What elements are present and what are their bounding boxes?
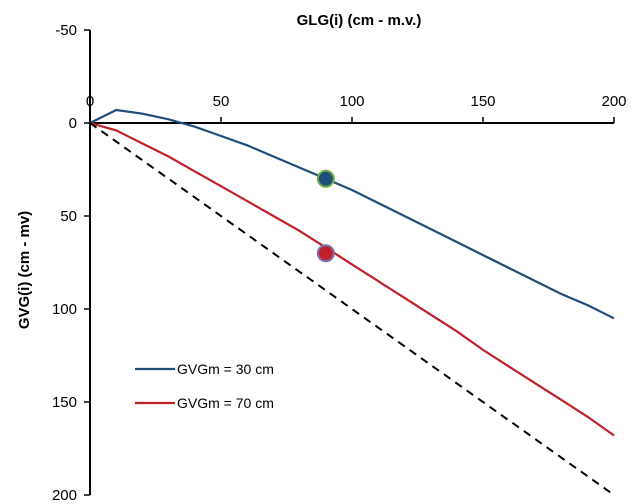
x-tick-label: 100 (339, 93, 364, 110)
series-line-3 (89, 122, 615, 496)
x-axis-title: GLG(i) (cm - m.v.) (297, 12, 422, 29)
y-tick-label: 200 (52, 487, 77, 504)
x-tick-label: 200 (601, 93, 626, 110)
series-marker-1 (316, 169, 335, 188)
y-tick-label: 100 (52, 301, 77, 318)
legend-label: GVGm = 30 cm (177, 361, 274, 377)
y-tick-label: 0 (69, 115, 77, 132)
x-tick-label: 0 (86, 93, 94, 110)
x-tick-label: 50 (213, 93, 230, 110)
series-marker-2 (316, 244, 335, 263)
legend: GVGm = 30 cm GVGm = 70 cm (135, 361, 274, 411)
y-axis-title: GVG(i) (cm - mv) (16, 211, 33, 329)
y-tick-label: 50 (60, 208, 77, 225)
series-layer (89, 108, 615, 496)
series-line-2 (89, 121, 615, 437)
legend-label: GVGm = 70 cm (177, 395, 274, 411)
axes: 0 50 100 150 200 -50 0 50 100 150 200 (52, 22, 627, 504)
y-tick-label: -50 (55, 22, 77, 39)
x-tick-label: 150 (470, 93, 495, 110)
y-tick-label: 150 (52, 394, 77, 411)
series-line-1 (89, 108, 615, 320)
